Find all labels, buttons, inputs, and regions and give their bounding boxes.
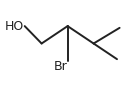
Text: HO: HO: [5, 20, 24, 33]
Text: Br: Br: [54, 60, 68, 73]
